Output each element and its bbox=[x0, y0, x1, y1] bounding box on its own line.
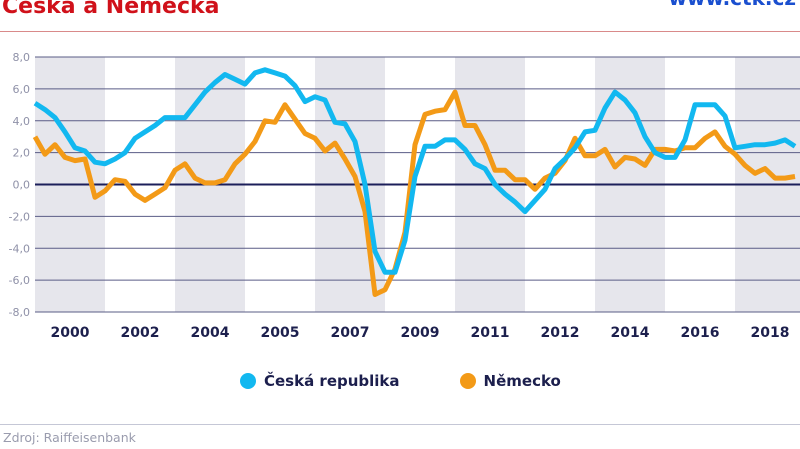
legend-item-germany: Německo bbox=[459, 372, 561, 390]
y-tick-label: -8,0 bbox=[9, 306, 30, 319]
x-tick-label: 2012 bbox=[541, 325, 580, 341]
x-tick-label: 2009 bbox=[401, 325, 440, 341]
y-tick-label: 6,0 bbox=[13, 83, 31, 96]
x-tick-label: 2004 bbox=[191, 325, 230, 341]
header-divider bbox=[0, 31, 800, 32]
x-tick-label: 2002 bbox=[121, 325, 160, 341]
legend-dot-icon bbox=[240, 373, 256, 389]
source-note: Zdroj: Raiffeisenbank bbox=[3, 430, 136, 445]
x-tick-label: 2000 bbox=[51, 325, 90, 341]
legend: Česká republika Německo bbox=[240, 372, 561, 390]
x-tick-label: 2018 bbox=[751, 325, 790, 341]
line-chart: 8,0 6,0 4,0 2,0 0,0 -2,0 -4,0 -6,0 -8,0 2000 2002 2… bbox=[9, 51, 800, 341]
y-tick-label: 0,0 bbox=[13, 179, 31, 192]
x-tick-label: 2011 bbox=[471, 325, 510, 341]
y-tick-label: -6,0 bbox=[9, 274, 30, 287]
y-tick-label: 8,0 bbox=[13, 51, 31, 64]
series-line-czech bbox=[33, 67, 797, 275]
legend-dot-icon bbox=[459, 373, 476, 389]
series-line-germany bbox=[32, 89, 796, 297]
x-tick-label: 2016 bbox=[681, 325, 720, 341]
y-tick-label: 2,0 bbox=[13, 147, 31, 160]
legend-label: Česká republika bbox=[264, 372, 400, 390]
chart-title: Česka a Německa bbox=[2, 0, 220, 19]
x-tick-label: 2014 bbox=[611, 325, 650, 341]
y-tick-label: -2,0 bbox=[9, 210, 30, 223]
x-tick-label: 2005 bbox=[261, 325, 300, 341]
legend-item-czech: Česká republika bbox=[240, 372, 400, 390]
y-tick-label: -4,0 bbox=[9, 242, 30, 255]
footer-divider bbox=[0, 424, 800, 425]
x-tick-label: 2007 bbox=[331, 325, 370, 341]
legend-label: Německo bbox=[483, 372, 561, 390]
site-watermark: www.ctk.cz bbox=[668, 0, 796, 10]
y-tick-label: 4,0 bbox=[13, 115, 31, 128]
